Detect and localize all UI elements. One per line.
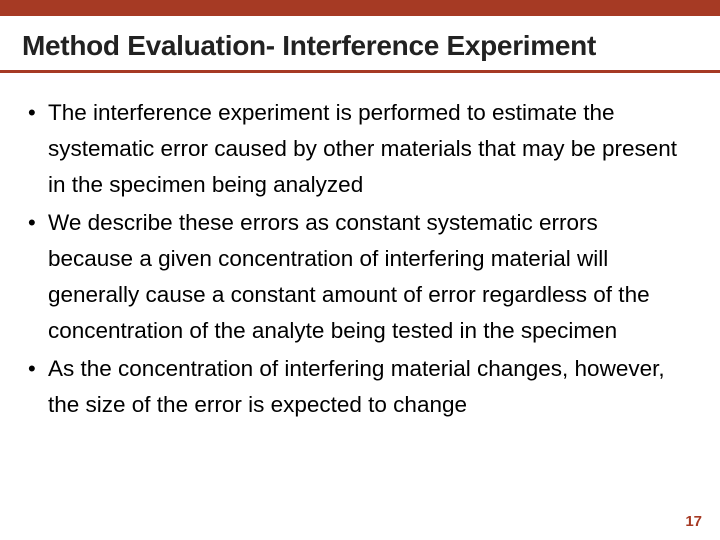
bullet-item: • As the concentration of interfering ma… <box>48 351 686 423</box>
bullet-text: The interference experiment is performed… <box>48 95 686 203</box>
top-accent-bar <box>0 0 720 16</box>
bullet-text: We describe these errors as constant sys… <box>48 205 686 349</box>
page-number: 17 <box>685 513 702 530</box>
bullet-marker: • <box>28 205 36 241</box>
bullet-marker: • <box>28 351 36 387</box>
title-area: Method Evaluation- Interference Experime… <box>0 16 720 70</box>
bullet-item: • The interference experiment is perform… <box>48 95 686 203</box>
content-area: • The interference experiment is perform… <box>0 73 720 423</box>
bullet-item: • We describe these errors as constant s… <box>48 205 686 349</box>
slide-title: Method Evaluation- Interference Experime… <box>22 30 698 62</box>
bullet-marker: • <box>28 95 36 131</box>
bullet-text: As the concentration of interfering mate… <box>48 351 686 423</box>
